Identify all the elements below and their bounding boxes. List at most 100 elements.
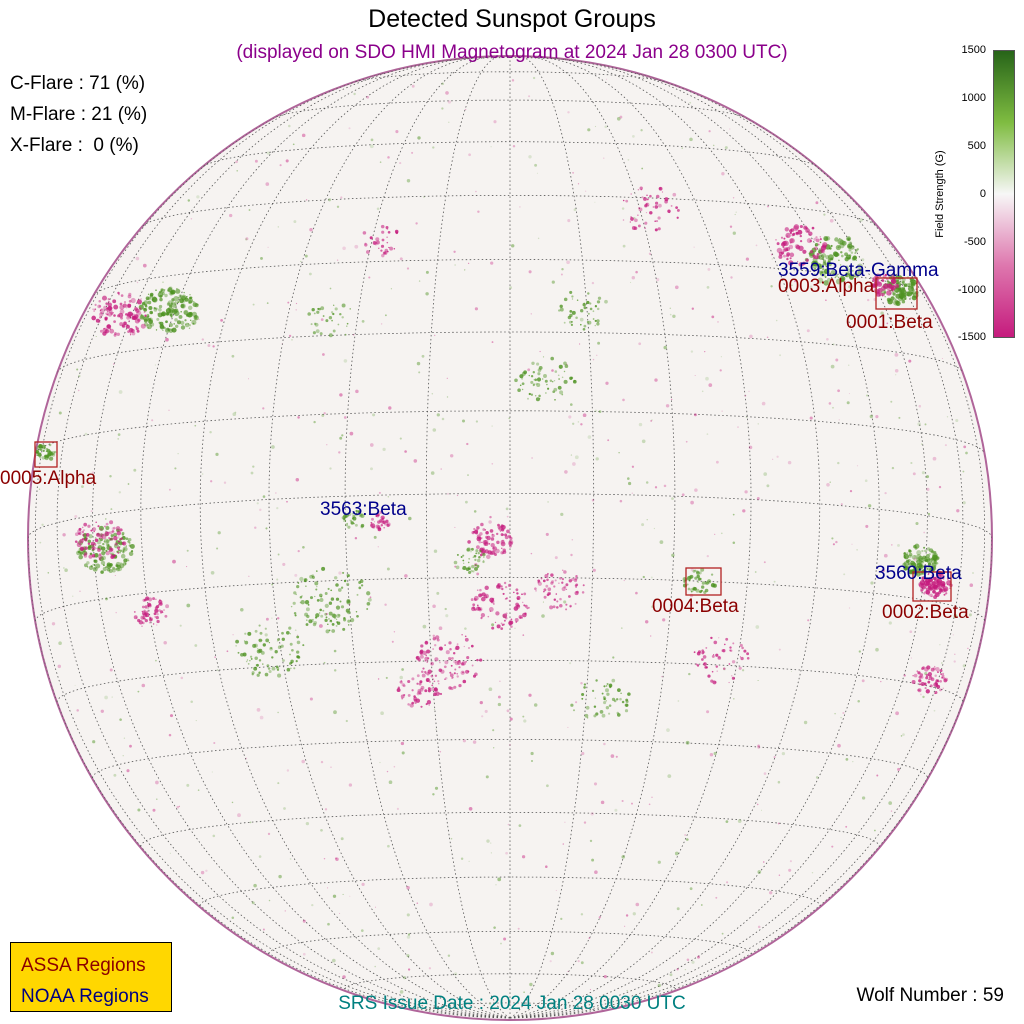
field-speckle xyxy=(581,591,585,594)
field-speckle xyxy=(900,735,903,737)
field-speckle xyxy=(246,659,249,661)
field-speckle xyxy=(353,511,355,513)
field-speckle xyxy=(105,539,110,544)
field-speckle xyxy=(857,268,864,275)
field-speckle xyxy=(474,672,478,677)
field-speckle xyxy=(411,701,415,705)
field-speckle xyxy=(197,789,200,791)
field-speckle xyxy=(35,449,40,454)
field-speckle xyxy=(918,675,922,679)
field-speckle xyxy=(692,588,695,591)
field-speckle xyxy=(521,388,524,391)
field-speckle xyxy=(433,708,436,711)
field-speckle xyxy=(355,611,358,613)
field-speckle xyxy=(540,577,543,580)
field-speckle xyxy=(330,589,333,592)
field-speckle xyxy=(693,413,697,417)
field-speckle xyxy=(340,605,345,609)
field-speckle xyxy=(300,260,302,262)
field-speckle xyxy=(94,308,97,311)
field-speckle xyxy=(153,308,158,312)
field-speckle xyxy=(346,322,349,325)
field-speckle xyxy=(925,566,927,569)
field-speckle xyxy=(701,581,706,585)
field-speckle xyxy=(152,623,155,625)
region-label-0002[interactable]: 0002:Beta xyxy=(882,602,969,623)
region-box-0004[interactable] xyxy=(685,567,722,596)
region-box-0005[interactable] xyxy=(34,441,58,468)
field-speckle xyxy=(307,604,310,606)
field-speckle xyxy=(558,378,560,380)
field-speckle xyxy=(361,882,365,887)
region-label-3559[interactable]: 3559:Beta-Gamma xyxy=(778,260,939,281)
field-speckle xyxy=(62,533,66,537)
field-speckle xyxy=(729,225,733,228)
field-speckle xyxy=(933,557,937,561)
field-speckle xyxy=(854,250,858,253)
field-speckle xyxy=(881,279,885,282)
field-speckle xyxy=(832,406,834,409)
field-speckle xyxy=(568,415,572,419)
region-label-3563[interactable]: 3563:Beta xyxy=(320,499,407,520)
field-speckle xyxy=(235,645,237,647)
field-speckle xyxy=(497,877,502,882)
region-box-0002[interactable] xyxy=(912,571,952,602)
field-speckle xyxy=(638,207,643,212)
field-speckle xyxy=(788,868,792,872)
field-speckle xyxy=(488,542,491,545)
field-speckle xyxy=(331,623,335,626)
field-speckle xyxy=(778,874,781,877)
field-speckle xyxy=(528,95,531,98)
field-speckle xyxy=(962,501,966,505)
field-speckle xyxy=(570,323,574,327)
field-speckle xyxy=(117,540,120,543)
field-speckle xyxy=(901,299,906,304)
field-speckle xyxy=(935,592,939,595)
grid-line xyxy=(140,60,511,1019)
field-speckle xyxy=(397,686,400,689)
field-speckle xyxy=(485,530,489,535)
field-speckle xyxy=(476,658,479,662)
field-speckle xyxy=(550,951,555,956)
field-speckle xyxy=(333,710,337,715)
grid-line xyxy=(56,659,964,703)
field-speckle xyxy=(920,675,924,679)
field-speckle xyxy=(395,130,399,134)
field-speckle xyxy=(44,457,46,460)
region-label-3560[interactable]: 3560:Beta xyxy=(875,563,962,584)
field-speckle xyxy=(165,327,170,333)
field-speckle xyxy=(551,380,554,383)
field-speckle xyxy=(151,298,154,301)
field-speckle xyxy=(336,613,341,619)
field-speckle xyxy=(296,640,301,645)
field-speckle xyxy=(105,331,108,334)
field-speckle xyxy=(696,571,700,575)
field-speckle xyxy=(102,567,107,572)
field-speckle xyxy=(352,333,355,336)
region-label-0003[interactable]: 0003:Alpha xyxy=(778,276,875,297)
field-speckle xyxy=(147,604,150,607)
field-speckle xyxy=(559,576,562,580)
field-speckle xyxy=(813,237,817,241)
field-speckle xyxy=(923,577,926,580)
field-speckle xyxy=(815,236,818,239)
field-speckle xyxy=(320,614,324,618)
field-speckle xyxy=(183,309,189,315)
field-speckle xyxy=(136,299,142,305)
field-speckle xyxy=(467,646,471,650)
field-speckle xyxy=(302,952,306,956)
field-speckle xyxy=(438,646,443,651)
region-label-0005[interactable]: 0005:Alpha xyxy=(0,468,97,489)
field-speckle xyxy=(914,555,916,557)
field-speckle xyxy=(732,541,736,544)
field-speckle xyxy=(425,654,427,657)
region-box-0001[interactable] xyxy=(875,277,918,310)
field-speckle xyxy=(968,613,972,617)
field-speckle xyxy=(809,416,813,420)
field-speckle xyxy=(577,959,580,963)
field-speckle xyxy=(97,304,101,309)
field-speckle xyxy=(331,629,336,633)
region-label-0004[interactable]: 0004:Beta xyxy=(652,596,739,617)
region-label-0001[interactable]: 0001:Beta xyxy=(846,312,933,333)
field-speckle xyxy=(169,304,173,308)
